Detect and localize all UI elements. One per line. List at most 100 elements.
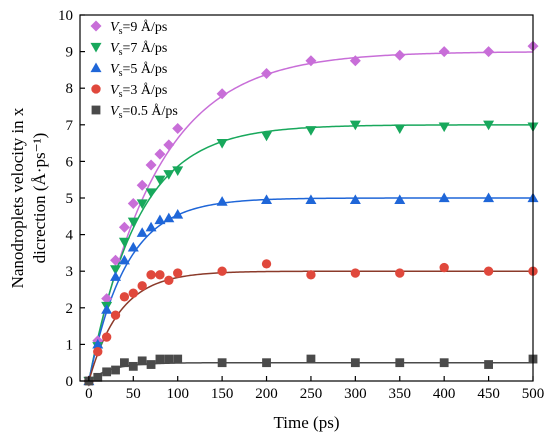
data-point-0 xyxy=(483,46,495,58)
data-point-2 xyxy=(154,214,166,225)
data-point-1 xyxy=(438,122,450,133)
data-point-3 xyxy=(110,310,121,320)
data-point-3 xyxy=(395,268,405,278)
legend-marker-2 xyxy=(90,62,102,73)
data-point-3 xyxy=(350,268,361,278)
fit-curves xyxy=(88,51,534,382)
data-point-4 xyxy=(128,361,138,371)
data-point-3 xyxy=(483,266,494,276)
y-tick-label: 10 xyxy=(58,8,73,24)
fit-curve-0 xyxy=(88,51,534,382)
y-axis-label-line-2: dicrection (Å·ps⁻¹) xyxy=(30,133,49,264)
data-point-1 xyxy=(145,188,157,199)
x-tick-label: 400 xyxy=(433,386,456,402)
data-point-0 xyxy=(216,88,228,100)
data-point-4 xyxy=(137,356,147,366)
y-tick-label: 6 xyxy=(66,154,74,170)
axes: 0 50 100 150 200 250 300 350 400 450 500 0 1 2 3 4 5 6 7 8 9… xyxy=(58,8,544,402)
data-point-2 xyxy=(145,221,157,232)
data-point-4 xyxy=(111,365,120,375)
x-tick-label: 150 xyxy=(211,386,234,402)
x-axis-label: Time (ps) xyxy=(274,413,340,432)
data-point-1 xyxy=(154,175,166,186)
data-point-2 xyxy=(438,192,450,203)
data-point-4 xyxy=(120,358,129,368)
data-point-1 xyxy=(305,126,317,136)
x-tick-label: 300 xyxy=(344,386,367,402)
legend-marker-1 xyxy=(90,42,102,53)
data-point-3 xyxy=(261,259,272,269)
y-tick-label: 9 xyxy=(66,45,74,61)
data-point-4 xyxy=(439,358,449,368)
data-point-1 xyxy=(118,237,130,248)
y-tick-label: 2 xyxy=(66,301,74,317)
data-point-0 xyxy=(163,139,175,151)
data-point-2 xyxy=(136,227,148,237)
data-point-2 xyxy=(483,192,495,203)
legend-label-1: Vs=7 Å/ps xyxy=(110,40,167,58)
x-tick-label: 0 xyxy=(85,386,93,402)
legend-label-2: Vs=5 Å/ps xyxy=(110,61,167,79)
data-point-0 xyxy=(101,293,113,305)
x-tick-label: 50 xyxy=(126,386,141,402)
data-point-1 xyxy=(349,120,361,131)
data-point-4 xyxy=(262,358,271,368)
data-point-4 xyxy=(102,367,112,377)
data-point-4 xyxy=(146,360,156,369)
data-point-1 xyxy=(136,199,148,209)
data-point-0 xyxy=(261,68,273,80)
y-axis-label: Nanodroplets velocity in x dicrection (Å… xyxy=(8,107,49,288)
y-tick-label: 3 xyxy=(66,264,74,280)
x-tick-label: 500 xyxy=(522,386,545,402)
data-point-4 xyxy=(93,372,103,382)
data-point-1 xyxy=(483,120,495,131)
data-point-0 xyxy=(305,55,317,67)
data-point-2 xyxy=(127,241,139,252)
data-point-0 xyxy=(145,159,157,171)
y-tick-label: 5 xyxy=(66,191,74,207)
x-tick-label: 350 xyxy=(389,386,412,402)
x-tick-label: 100 xyxy=(166,386,189,402)
data-point-1 xyxy=(163,170,175,180)
data-point-1 xyxy=(110,265,122,275)
data-point-0 xyxy=(127,197,139,209)
data-point-2 xyxy=(163,212,175,223)
data-point-2 xyxy=(349,194,361,204)
data-points xyxy=(83,40,539,387)
data-point-2 xyxy=(101,304,113,314)
data-point-0 xyxy=(154,148,166,160)
fit-curve-1 xyxy=(88,124,533,382)
y-tick-label: 0 xyxy=(66,374,74,390)
data-point-0 xyxy=(110,254,122,266)
data-point-4 xyxy=(173,354,183,364)
data-point-2 xyxy=(92,338,104,349)
data-point-4 xyxy=(217,358,227,368)
data-point-3 xyxy=(93,347,103,357)
data-point-1 xyxy=(172,166,184,177)
data-point-3 xyxy=(173,268,183,278)
y-tick-label: 7 xyxy=(66,118,74,134)
data-point-0 xyxy=(136,179,148,191)
data-point-3 xyxy=(128,288,138,298)
data-point-4 xyxy=(484,360,493,369)
data-point-0 xyxy=(118,221,130,233)
y-tick-label: 8 xyxy=(66,81,74,97)
data-point-1 xyxy=(216,138,228,149)
fit-curve-2 xyxy=(88,197,533,382)
data-point-1 xyxy=(394,124,406,134)
legend-label-0: Vs=9 Å/ps xyxy=(110,19,167,37)
data-point-1 xyxy=(261,131,273,142)
data-point-3 xyxy=(137,281,147,291)
data-point-3 xyxy=(155,270,165,280)
y-axis-label-line-1: Nanodroplets velocity in x xyxy=(8,107,27,288)
data-point-3 xyxy=(146,270,156,280)
legend-marker-4 xyxy=(91,105,101,115)
data-point-3 xyxy=(217,266,227,276)
data-point-3 xyxy=(306,270,316,280)
x-tick-label: 200 xyxy=(255,386,278,402)
data-point-0 xyxy=(349,55,361,67)
data-point-4 xyxy=(164,354,174,364)
data-point-1 xyxy=(127,217,139,228)
legend: Vs=9 Å/ps Vs=7 Å/ps Vs=5 Å/ps Vs=3 Å/ps Vs=0… xyxy=(90,19,178,121)
y-tick-label: 4 xyxy=(66,228,74,244)
